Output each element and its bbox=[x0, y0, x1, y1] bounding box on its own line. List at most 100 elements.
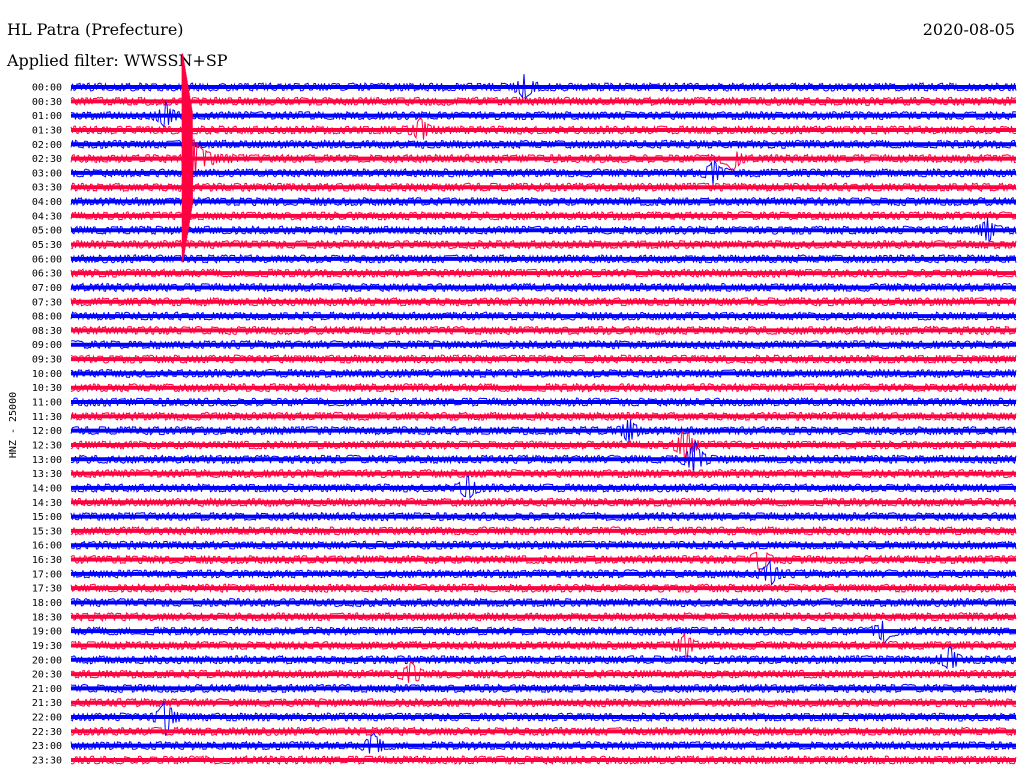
time-tick-label: 20:00 bbox=[32, 655, 62, 666]
trace-line bbox=[70, 217, 1017, 243]
time-tick-label: 07:00 bbox=[32, 283, 62, 294]
y-axis-label: HNZ - 25000 bbox=[8, 392, 19, 458]
time-tick-label: 12:30 bbox=[32, 440, 62, 451]
trace-line bbox=[70, 633, 1017, 658]
trace-line bbox=[70, 210, 1017, 222]
time-tick-label: 11:00 bbox=[32, 398, 62, 409]
trace-line bbox=[70, 354, 1017, 365]
time-tick-label: 17:30 bbox=[32, 584, 62, 595]
trace-line bbox=[70, 430, 1017, 464]
trace-line bbox=[70, 282, 1017, 293]
time-tick-label: 19:30 bbox=[32, 641, 62, 652]
trace-line bbox=[70, 620, 1016, 647]
time-tick-label: 02:00 bbox=[32, 140, 62, 151]
trace-line bbox=[70, 683, 1017, 694]
trace-line bbox=[70, 540, 1017, 551]
time-tick-label: 05:30 bbox=[32, 240, 62, 251]
time-tick-label: 21:00 bbox=[32, 684, 62, 695]
trace-line bbox=[70, 475, 1017, 499]
trace-line bbox=[70, 397, 1017, 408]
trace-line bbox=[70, 253, 1017, 264]
time-tick-label: 11:30 bbox=[32, 412, 62, 423]
trace-line bbox=[70, 660, 1017, 683]
time-tick-label: 16:00 bbox=[32, 541, 62, 552]
time-tick-label: 10:30 bbox=[32, 383, 62, 394]
time-tick-label: 09:00 bbox=[32, 340, 62, 351]
time-tick-label: 16:30 bbox=[32, 555, 62, 566]
time-tick-label: 00:00 bbox=[32, 83, 62, 94]
time-tick-label: 03:30 bbox=[32, 183, 62, 194]
trace-line bbox=[70, 196, 1017, 207]
time-tick-label: 23:00 bbox=[32, 741, 62, 752]
trace-line bbox=[70, 755, 1017, 766]
trace-line bbox=[70, 100, 1016, 129]
trace-line bbox=[70, 525, 1017, 537]
time-tick-label: 04:30 bbox=[32, 211, 62, 222]
time-tick-label: 20:30 bbox=[32, 670, 62, 681]
trace-line bbox=[70, 268, 1017, 279]
trace-line bbox=[71, 440, 1017, 476]
trace-line bbox=[70, 697, 1017, 708]
time-tick-label: 14:00 bbox=[32, 483, 62, 494]
time-tick-label: 06:30 bbox=[32, 269, 62, 280]
earthquake-spike bbox=[181, 53, 193, 263]
time-tick-label: 08:00 bbox=[32, 312, 62, 323]
time-tick-label: 22:00 bbox=[32, 713, 62, 724]
trace-line bbox=[70, 511, 1017, 522]
filter-label: Applied filter: WWSSN+SP bbox=[7, 51, 228, 70]
trace-line bbox=[70, 96, 1017, 107]
trace-line bbox=[70, 74, 1017, 101]
time-tick-label: 18:30 bbox=[32, 612, 62, 623]
trace-line bbox=[70, 597, 1016, 608]
trace-line bbox=[70, 583, 1017, 594]
trace-line bbox=[70, 419, 1017, 444]
time-tick-label: 17:00 bbox=[32, 569, 62, 580]
time-tick-label: 15:30 bbox=[32, 526, 62, 537]
time-tick-label: 02:30 bbox=[32, 154, 62, 165]
time-tick-label: 23:30 bbox=[32, 756, 62, 767]
time-tick-label: 22:30 bbox=[32, 727, 62, 738]
time-tick-label: 01:30 bbox=[32, 125, 62, 136]
time-tick-label: 18:00 bbox=[32, 598, 62, 609]
time-tick-label: 04:00 bbox=[32, 197, 62, 208]
time-tick-label: 07:30 bbox=[32, 297, 62, 308]
time-tick-label: 03:00 bbox=[32, 168, 62, 179]
trace-line bbox=[70, 645, 1017, 670]
trace-line bbox=[70, 382, 1017, 393]
time-tick-label: 21:30 bbox=[32, 698, 62, 709]
station-title: HL Patra (Prefecture) bbox=[7, 20, 184, 39]
trace-line bbox=[70, 368, 1017, 379]
time-tick-label: 12:00 bbox=[32, 426, 62, 437]
trace-line bbox=[70, 90, 1017, 233]
trace-line bbox=[70, 311, 1017, 322]
trace-line bbox=[70, 411, 1017, 422]
trace-line bbox=[70, 732, 1017, 754]
time-tick-label: 19:00 bbox=[32, 627, 62, 638]
time-tick-label: 01:00 bbox=[32, 111, 62, 122]
time-tick-label: 13:30 bbox=[32, 469, 62, 480]
trace-line bbox=[70, 497, 1017, 508]
time-tick-label: 13:00 bbox=[32, 455, 62, 466]
trace-line bbox=[70, 551, 1017, 574]
date-label: 2020-08-05 bbox=[922, 20, 1015, 39]
trace-line bbox=[70, 325, 1017, 336]
time-tick-label: 00:30 bbox=[32, 97, 62, 108]
time-tick-label: 05:00 bbox=[32, 226, 62, 237]
trace-line bbox=[70, 296, 1017, 307]
time-tick-label: 09:30 bbox=[32, 355, 62, 366]
trace-line bbox=[70, 701, 1017, 736]
trace-line bbox=[70, 116, 1017, 140]
time-tick-label: 14:30 bbox=[32, 498, 62, 509]
trace-line bbox=[70, 159, 1017, 186]
trace-line bbox=[70, 468, 1017, 479]
time-tick-labels: 00:00 00:30 01:00 01:30 02:00 02:30 03:00 03:30… bbox=[32, 83, 62, 767]
time-tick-label: 15:00 bbox=[32, 512, 62, 523]
trace-line bbox=[70, 339, 1017, 350]
trace-line bbox=[70, 726, 1017, 737]
trace-line bbox=[70, 611, 1017, 622]
seismic-traces bbox=[70, 53, 1017, 766]
time-tick-label: 10:00 bbox=[32, 369, 62, 380]
time-tick-label: 08:30 bbox=[32, 326, 62, 337]
trace-line bbox=[70, 182, 1017, 193]
